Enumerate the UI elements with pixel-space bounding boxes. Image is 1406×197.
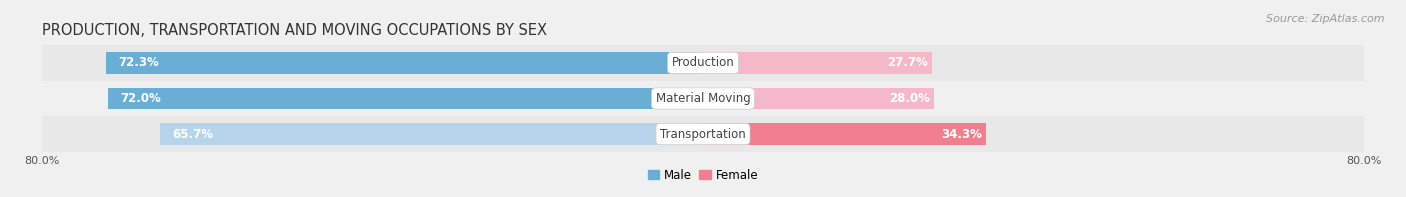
Text: Material Moving: Material Moving — [655, 92, 751, 105]
Text: PRODUCTION, TRANSPORTATION AND MOVING OCCUPATIONS BY SEX: PRODUCTION, TRANSPORTATION AND MOVING OC… — [42, 23, 547, 38]
Bar — [42, 45, 1364, 81]
Bar — [703, 123, 987, 145]
Text: 65.7%: 65.7% — [173, 128, 214, 141]
Bar — [703, 88, 934, 109]
Text: 34.3%: 34.3% — [942, 128, 983, 141]
Bar — [105, 52, 703, 74]
Bar — [108, 88, 703, 109]
Text: 72.0%: 72.0% — [121, 92, 162, 105]
Text: 72.3%: 72.3% — [118, 56, 159, 69]
Text: 28.0%: 28.0% — [889, 92, 931, 105]
Text: Production: Production — [672, 56, 734, 69]
Bar — [703, 52, 932, 74]
Bar — [42, 116, 1364, 152]
Legend: Male, Female: Male, Female — [643, 164, 763, 186]
Text: Source: ZipAtlas.com: Source: ZipAtlas.com — [1267, 14, 1385, 24]
Text: Transportation: Transportation — [661, 128, 745, 141]
Text: 27.7%: 27.7% — [887, 56, 928, 69]
Bar — [42, 81, 1364, 116]
Bar — [160, 123, 703, 145]
